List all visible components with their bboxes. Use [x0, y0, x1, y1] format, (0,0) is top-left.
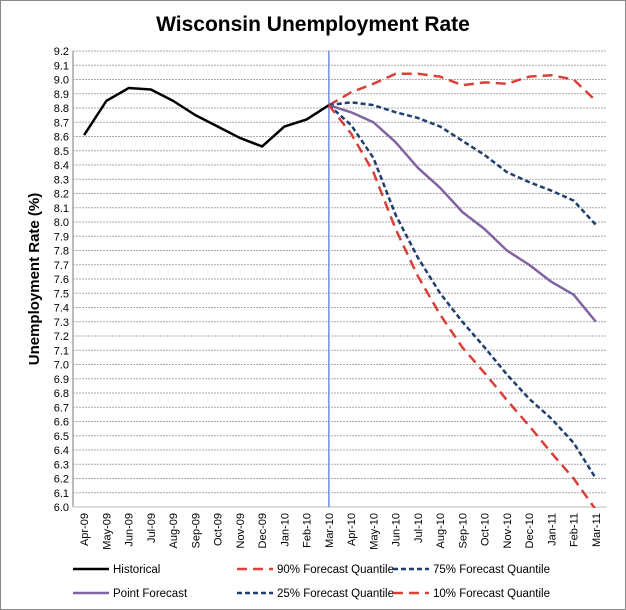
y-tick-label: 6.5 — [54, 431, 69, 443]
y-tick-label: 9.1 — [54, 60, 69, 72]
y-tick-label: 6.8 — [54, 388, 69, 400]
y-tick-label: 7.8 — [54, 246, 69, 258]
y-axis-label: Unemployment Rate (%) — [26, 193, 43, 366]
y-tick-label: 6.6 — [54, 417, 69, 429]
legend-item: 75% Forecast Quantile — [393, 564, 550, 576]
x-tick-label: Apr-09 — [79, 513, 91, 546]
x-tick-label: Jul-10 — [413, 513, 425, 543]
legend-label: 10% Forecast Quantile — [433, 588, 550, 600]
x-tick-label: Mar-11 — [591, 513, 603, 547]
legend-label: Historical — [113, 564, 160, 576]
x-tick-label: Jan-11 — [546, 513, 558, 546]
y-tick-label: 6.2 — [54, 474, 69, 486]
y-tick-label: 8.1 — [54, 203, 69, 215]
legend-item: Historical — [73, 564, 160, 576]
x-tick-label: Nov-09 — [235, 513, 247, 548]
series-line-75-forecast-quantile — [328, 101, 597, 226]
y-tick-label: 8.6 — [54, 132, 69, 144]
y-tick-label: 9.2 — [54, 46, 69, 58]
y-tick-label: 7.9 — [54, 231, 69, 243]
y-tick-label: 8.3 — [54, 174, 69, 186]
legend-item: 90% Forecast Quantile — [237, 564, 394, 576]
x-tick-label: Oct-09 — [213, 513, 225, 546]
legend-label: 75% Forecast Quantile — [433, 564, 550, 576]
y-tick-label: 9.0 — [54, 75, 69, 87]
x-tick-label: Sep-09 — [190, 513, 202, 548]
series-line-point-forecast — [328, 103, 597, 323]
y-tick-label: 8.0 — [54, 217, 69, 229]
y-tick-label: 7.0 — [54, 360, 69, 372]
legend-item: 25% Forecast Quantile — [237, 588, 394, 600]
x-tick-label: Nov-10 — [502, 513, 514, 548]
y-tick-label: 7.1 — [54, 345, 69, 357]
chart-title: Wisconsin Unemployment Rate — [156, 13, 470, 36]
series-line-25-forecast-quantile — [328, 104, 597, 480]
y-tick-label: 7.2 — [54, 331, 69, 343]
y-tick-label: 8.2 — [54, 189, 69, 201]
x-tick-label: Sep-10 — [457, 513, 469, 548]
x-tick-label: Feb-11 — [569, 513, 581, 547]
y-tick-label: 8.8 — [54, 103, 69, 115]
x-tick-label: Jan-10 — [279, 513, 291, 547]
x-tick-label: Dec-10 — [524, 513, 536, 548]
y-tick-label: 7.7 — [54, 260, 69, 272]
y-tick-label: 6.0 — [54, 502, 69, 514]
y-tick-label: 6.7 — [54, 402, 69, 414]
series-line-90-forecast-quantile — [328, 72, 597, 107]
x-tick-label: May-09 — [101, 513, 113, 550]
y-tick-label: 6.1 — [54, 488, 69, 500]
x-tick-label: Mar-10 — [324, 513, 336, 548]
x-tick-label: May-10 — [368, 513, 380, 550]
series-line-10-forecast-quantile — [327, 104, 597, 508]
legend-label: Point Forecast — [113, 588, 188, 600]
x-tick-label: Feb-10 — [302, 513, 314, 548]
y-tick-label: 8.5 — [54, 146, 69, 158]
y-tick-label: 6.9 — [54, 374, 69, 386]
x-tick-label: Jul-09 — [146, 513, 158, 543]
x-tick-label: Aug-10 — [435, 513, 447, 548]
y-tick-label: 8.9 — [54, 89, 69, 101]
y-tick-label: 8.4 — [54, 160, 69, 172]
x-tick-label: Jun-09 — [124, 513, 136, 547]
x-tick-label: Oct-10 — [480, 513, 492, 546]
y-tick-label: 8.7 — [54, 117, 69, 129]
y-tick-label: 7.3 — [54, 317, 69, 329]
x-tick-label: Jun-10 — [391, 513, 403, 547]
y-tick-label: 7.5 — [54, 288, 69, 300]
legend-item: 10% Forecast Quantile — [393, 588, 550, 600]
x-tick-label: Dec-09 — [257, 513, 269, 548]
y-tick-label: 6.3 — [54, 459, 69, 471]
x-tick-label: Apr-10 — [346, 513, 358, 546]
y-tick-label: 7.6 — [54, 274, 69, 286]
series-line-historical — [83, 86, 330, 148]
y-tick-label: 6.4 — [54, 445, 69, 457]
legend-label: 90% Forecast Quantile — [277, 564, 394, 576]
legend-label: 25% Forecast Quantile — [277, 588, 394, 600]
x-tick-label: Aug-09 — [168, 513, 180, 548]
legend-item: Point Forecast — [73, 588, 188, 600]
y-tick-label: 7.4 — [54, 303, 69, 315]
